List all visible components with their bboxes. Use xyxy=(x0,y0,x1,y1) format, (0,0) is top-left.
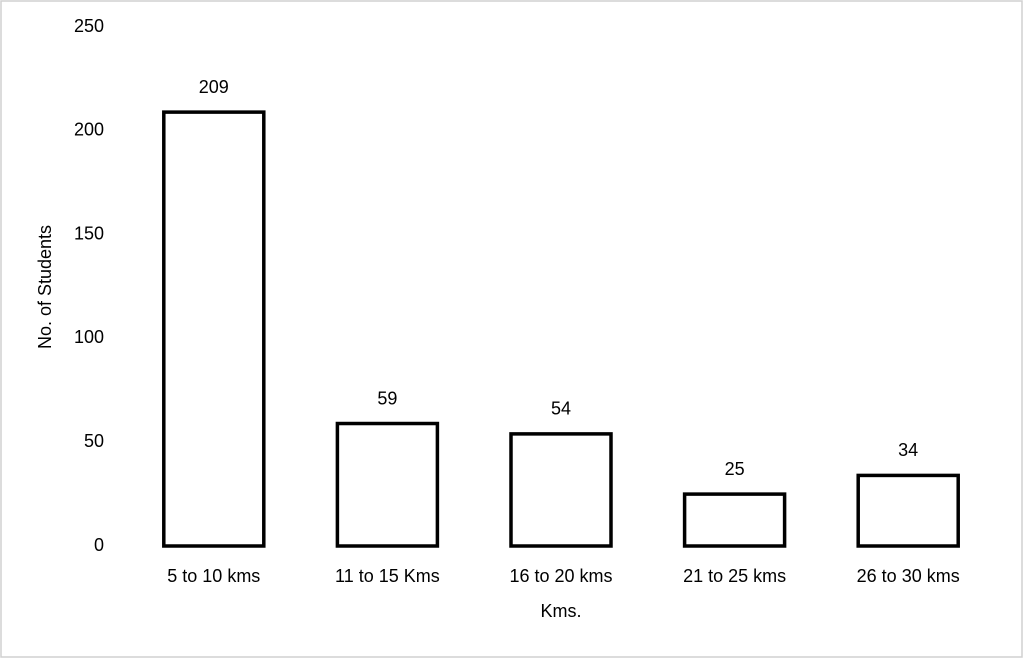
bar xyxy=(682,492,787,548)
x-tick-label: 11 to 15 Kms xyxy=(335,566,440,586)
x-axis-title: Kms. xyxy=(540,601,581,621)
bar xyxy=(162,110,266,548)
bar xyxy=(335,421,440,548)
y-tick-label: 200 xyxy=(74,120,104,140)
y-tick-label: 150 xyxy=(74,223,104,243)
bar xyxy=(509,432,613,548)
x-tick-label: 16 to 20 kms xyxy=(509,566,612,586)
data-label: 209 xyxy=(199,77,229,97)
x-tick-label: 5 to 10 kms xyxy=(167,566,260,586)
x-tick-label: 21 to 25 kms xyxy=(683,566,786,586)
data-label: 34 xyxy=(898,440,918,460)
data-label: 54 xyxy=(551,399,571,419)
y-tick-label: 0 xyxy=(94,535,104,555)
data-label: 59 xyxy=(377,388,397,408)
data-label: 25 xyxy=(725,459,745,479)
y-tick-label: 100 xyxy=(74,327,104,347)
y-axis-title: No. of Students xyxy=(35,225,55,349)
bar xyxy=(856,473,960,548)
x-tick-label: 26 to 30 kms xyxy=(857,566,960,586)
y-tick-label: 250 xyxy=(74,16,104,36)
y-tick-label: 50 xyxy=(84,431,104,451)
